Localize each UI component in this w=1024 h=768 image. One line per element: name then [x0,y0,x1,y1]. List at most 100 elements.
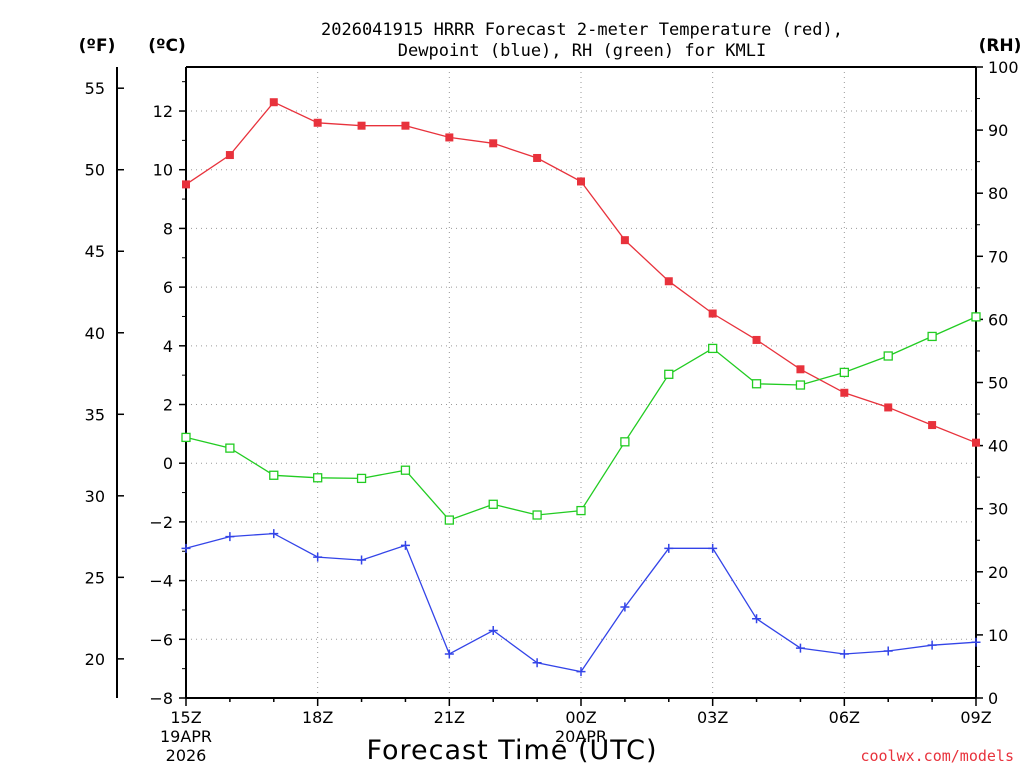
rh-point [751,379,762,389]
rh-tick-label: 40 [988,437,1008,456]
celsius-tick-label: −8 [149,689,173,708]
temperature-point [401,121,410,130]
temperature-point [664,277,673,286]
celsius-tick-label: 2 [163,396,173,415]
title-line-2: Dewpoint (blue), RH (green) for KMLI [398,41,766,61]
dewpoint-point [269,529,279,539]
temperature-series [182,98,980,447]
rh-point [795,380,806,390]
temperature-point [972,438,980,447]
fahrenheit-tick-label: 50 [85,161,105,180]
temperature-point [445,133,454,142]
chart-title: 2026041915 HRRR Forecast 2-meter Tempera… [321,20,843,61]
temperature-point [313,118,322,127]
rh-point [444,515,454,525]
x-tick-label: 00Z [565,708,596,727]
dewpoint-point [664,543,674,553]
temperature-point [269,98,278,107]
dewpoint-point [883,646,893,656]
rh-unit-label: (RH) [979,36,1022,56]
rh-point [620,437,630,447]
rh-series [181,312,981,525]
dewpoint-point [795,643,805,653]
dewpoint-point [752,614,762,624]
x-tick-label: 15Z [170,708,201,727]
dewpoint-point [444,649,454,659]
fahrenheit-tick-label: 45 [85,242,105,261]
rh-tick-label: 50 [988,374,1008,393]
dewpoint-point [576,667,586,677]
dewpoint-point [313,552,323,562]
dewpoint-point [181,543,191,553]
rh-tick-label: 80 [988,184,1008,203]
dewpoint-point [400,540,410,550]
rh-point [225,443,235,453]
temperature-point [928,421,937,430]
temperature-point [840,388,849,397]
fahrenheit-tick-label: 30 [85,487,105,506]
x-tick-year-label: 2026 [166,746,207,765]
fahrenheit-unit-label: (ºF) [79,36,116,56]
temperature-point [884,403,893,412]
rh-point [356,473,367,484]
dewpoint-point [357,555,367,565]
rh-point [400,465,411,475]
rh-tick-label: 90 [988,121,1008,140]
rh-tick-label: 30 [988,500,1008,519]
x-tick-label: 03Z [697,708,728,727]
fahrenheit-tick-label: 25 [85,568,105,587]
rh-tick-label: 60 [988,310,1008,329]
gridlines [186,67,976,698]
temperature-point [620,236,629,245]
title-line-1: 2026041915 HRRR Forecast 2-meter Tempera… [321,20,843,40]
fahrenheit-tick-label: 20 [85,650,105,669]
temperature-point [752,335,761,344]
fahrenheit-tick-label: 55 [85,79,105,98]
rh-point [488,499,498,509]
rh-point [883,351,893,361]
celsius-unit-label: (ºC) [148,36,186,56]
temperature-point [577,177,585,186]
celsius-tick-label: 4 [163,337,173,356]
dewpoint-point [532,658,542,668]
dewpoint-point [839,649,849,659]
x-tick-label: 18Z [302,708,333,727]
temperature-point [708,309,717,318]
dewpoint-point [971,637,981,647]
celsius-tick-label: −6 [149,630,173,649]
x-tick-date-label: 20APR [555,727,607,746]
rh-point [927,331,937,342]
celsius-tick-label: 12 [153,102,173,121]
x-tick-label: 21Z [434,708,465,727]
temperature-point [357,121,366,130]
rh-tick-label: 70 [988,247,1008,266]
rh-tick-label: 20 [988,563,1008,582]
rh-point [708,343,718,354]
x-axis-label: Forecast Time (UTC) [366,735,657,766]
celsius-tick-label: −4 [149,572,173,591]
dewpoint-point [225,532,235,542]
rh-tick-label: 100 [988,58,1019,77]
rh-point [971,312,981,322]
credit-text: coolwx.com/models [860,747,1014,765]
rh-tick-label: 10 [988,626,1008,645]
dewpoint-point [620,602,630,612]
rh-point [532,510,542,520]
celsius-tick-label: 6 [163,278,173,297]
dewpoint-point [488,625,498,635]
rh-point [181,432,191,443]
celsius-tick-label: 0 [163,454,173,473]
dewpoint-point [708,543,718,553]
temperature-point [225,151,234,160]
x-tick-date-label: 19APR [160,727,212,746]
dewpoint-series [181,529,981,677]
celsius-tick-label: −2 [149,513,173,532]
celsius-tick-label: 10 [153,161,173,180]
celsius-tick-label: 8 [163,219,173,238]
rh-point [839,367,849,378]
fahrenheit-tick-label: 35 [85,405,105,424]
dewpoint-point [927,640,937,650]
axes: −8 −6 −4 −2 0 2 4 6 8 10 12 20 25 30 35 40 45 50 55 0 10 20 30… [85,58,1019,708]
x-tick-label: 09Z [960,708,991,727]
